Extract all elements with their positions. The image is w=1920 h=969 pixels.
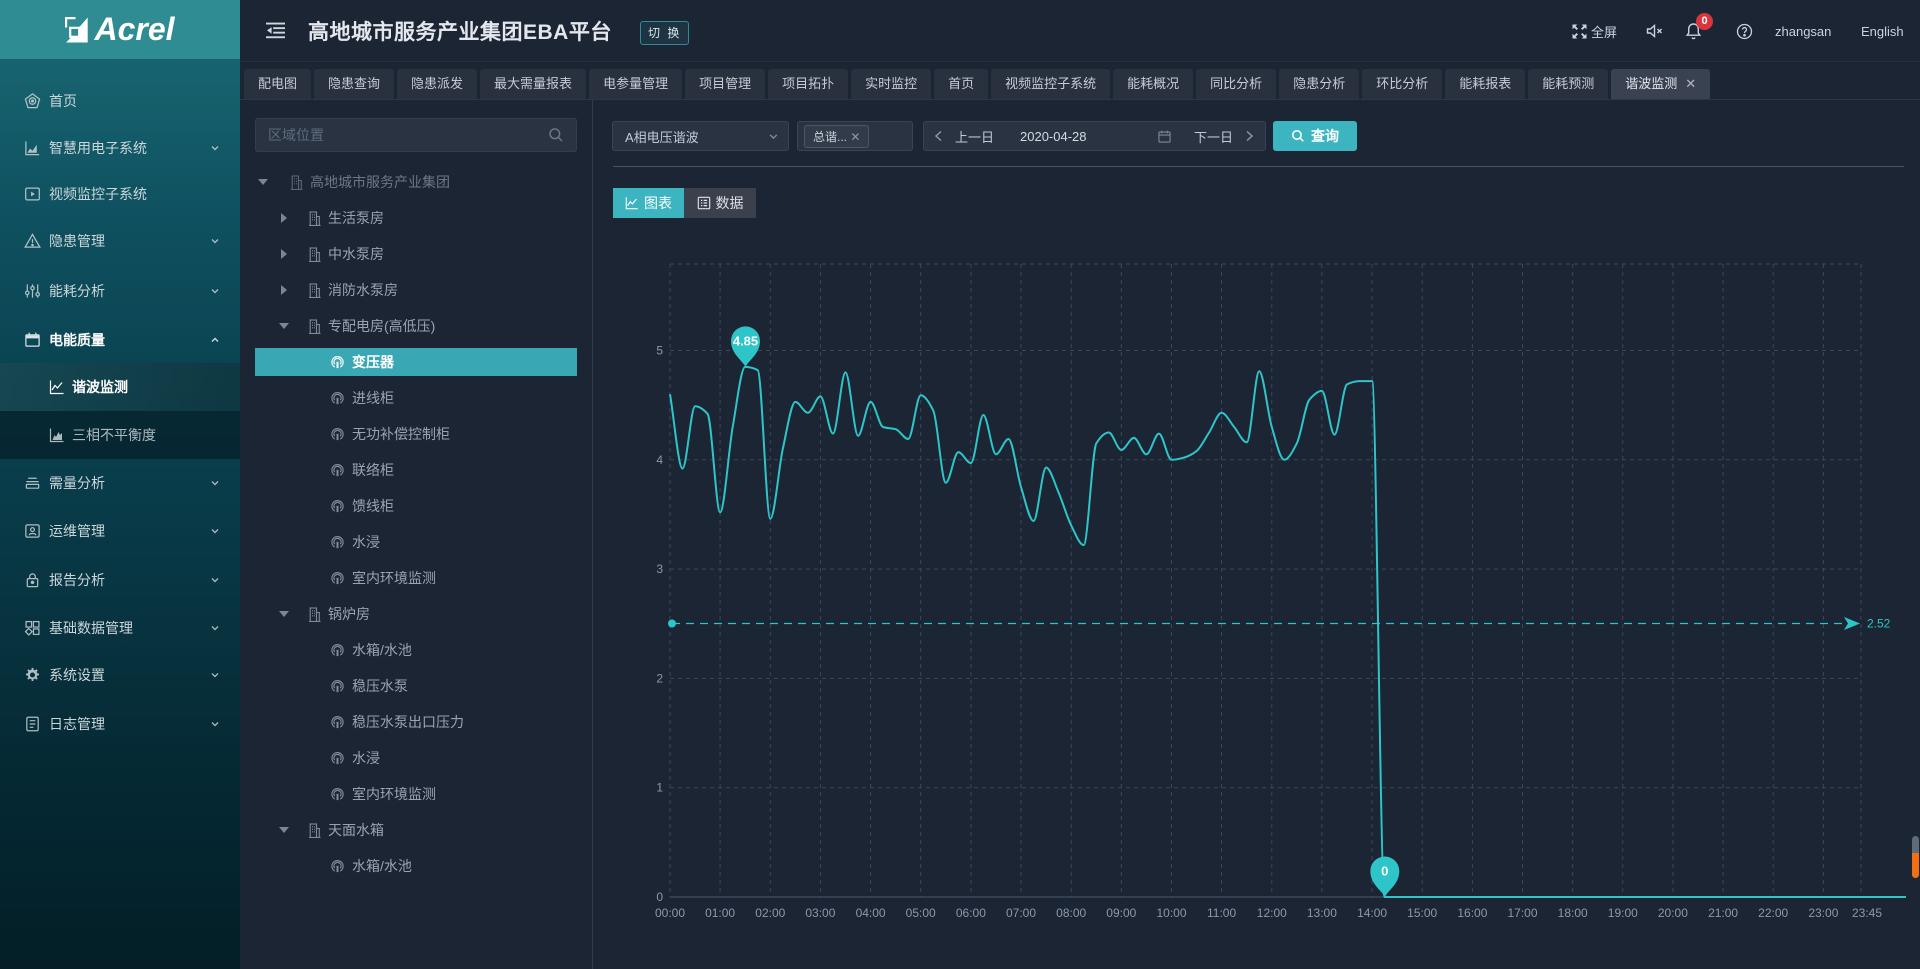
- svg-text:4: 4: [656, 453, 663, 467]
- svg-text:23:00: 23:00: [1808, 906, 1838, 920]
- svg-text:1: 1: [656, 781, 663, 795]
- svg-text:12:00: 12:00: [1257, 906, 1287, 920]
- svg-text:17:00: 17:00: [1507, 906, 1537, 920]
- svg-text:02:00: 02:00: [755, 906, 785, 920]
- svg-text:06:00: 06:00: [956, 906, 986, 920]
- svg-text:01:00: 01:00: [705, 906, 735, 920]
- svg-text:10:00: 10:00: [1156, 906, 1186, 920]
- svg-text:14:00: 14:00: [1357, 906, 1387, 920]
- svg-text:13:00: 13:00: [1307, 906, 1337, 920]
- svg-text:3: 3: [656, 562, 663, 576]
- svg-text:5: 5: [656, 344, 663, 358]
- svg-text:2.52: 2.52: [1867, 617, 1891, 631]
- svg-text:04:00: 04:00: [856, 906, 886, 920]
- svg-text:03:00: 03:00: [805, 906, 835, 920]
- svg-text:07:00: 07:00: [1006, 906, 1036, 920]
- svg-text:19:00: 19:00: [1608, 906, 1638, 920]
- svg-text:15:00: 15:00: [1407, 906, 1437, 920]
- svg-text:08:00: 08:00: [1056, 906, 1086, 920]
- svg-text:20:00: 20:00: [1658, 906, 1688, 920]
- svg-text:11:00: 11:00: [1207, 906, 1236, 920]
- svg-text:09:00: 09:00: [1106, 906, 1136, 920]
- svg-text:05:00: 05:00: [906, 906, 936, 920]
- svg-text:00:00: 00:00: [655, 906, 685, 920]
- svg-text:18:00: 18:00: [1558, 906, 1588, 920]
- svg-text:22:00: 22:00: [1758, 906, 1788, 920]
- svg-text:16:00: 16:00: [1457, 906, 1487, 920]
- svg-text:0: 0: [656, 890, 663, 904]
- svg-text:4.85: 4.85: [733, 333, 758, 348]
- svg-text:21:00: 21:00: [1708, 906, 1738, 920]
- svg-text:2: 2: [656, 671, 663, 685]
- svg-text:0: 0: [1381, 864, 1388, 879]
- svg-text:23:45: 23:45: [1852, 906, 1882, 920]
